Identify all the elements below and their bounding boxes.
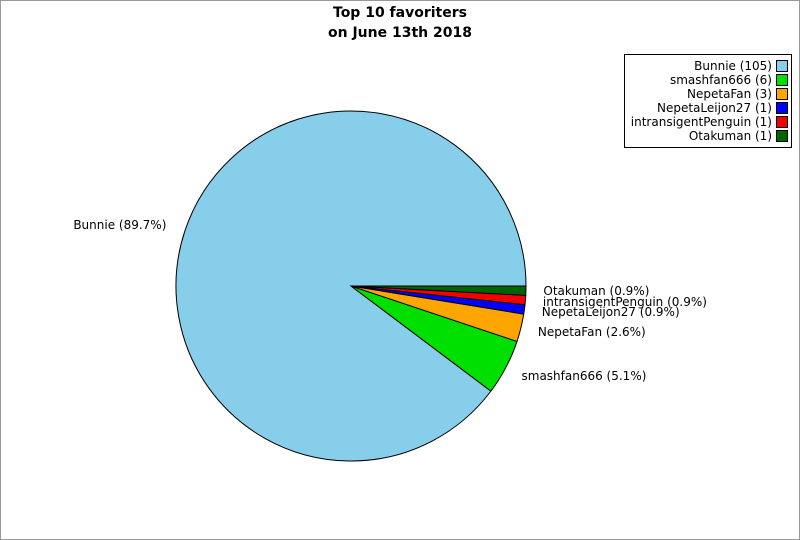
legend-color-swatch-Bunnie [776, 60, 788, 72]
legend-label: intransigentPenguin (1) [630, 115, 772, 129]
pie-slice-Otakuman [350, 285, 527, 296]
legend-color-swatch-intransigentPenguin [776, 116, 788, 128]
slice-label-NepetaLeijon27: NepetaLeijon27 (0.9%) [541, 304, 680, 319]
legend-label: NepetaFan (3) [687, 87, 772, 101]
chart-title-line1: Top 10 favoriters [333, 5, 467, 21]
legend-color-swatch-NepetaLeijon27 [776, 102, 788, 114]
legend-item-Bunnie: Bunnie (105) [631, 59, 788, 73]
legend-label: Otakuman (1) [688, 129, 772, 143]
slice-label-smashfan666: smashfan666 (5.1%) [521, 368, 647, 383]
legend-item-Otakuman: Otakuman (1) [631, 129, 788, 143]
legend-item-smashfan666: smashfan666 (6) [631, 73, 788, 87]
slice-label-intransigentPenguin: intransigentPenguin (0.9%) [542, 294, 707, 309]
legend-color-swatch-NepetaFan [776, 88, 788, 100]
legend-label: smashfan666 (6) [669, 73, 772, 87]
legend-label: Bunnie (105) [694, 59, 772, 73]
legend-label: NepetaLeijon27 (1) [657, 101, 772, 115]
slice-label-NepetaFan: NepetaFan (2.6%) [537, 325, 646, 340]
chart-title: Top 10 favoriters on June 13th 2018 [1, 3, 799, 43]
legend-item-NepetaFan: NepetaFan (3) [631, 87, 788, 101]
legend-color-swatch-smashfan666 [776, 74, 788, 86]
legend-color-swatch-Otakuman [776, 130, 788, 142]
legend-item-NepetaLeijon27: NepetaLeijon27 (1) [631, 101, 788, 115]
legend-item-intransigentPenguin: intransigentPenguin (1) [631, 115, 788, 129]
slice-label-Otakuman: Otakuman (0.9%) [543, 284, 650, 299]
chart-title-line2: on June 13th 2018 [328, 25, 472, 41]
slice-label-Bunnie: Bunnie (89.7%) [73, 218, 167, 232]
legend: Bunnie (105) smashfan666 (6) NepetaFan (3)… [623, 54, 792, 148]
